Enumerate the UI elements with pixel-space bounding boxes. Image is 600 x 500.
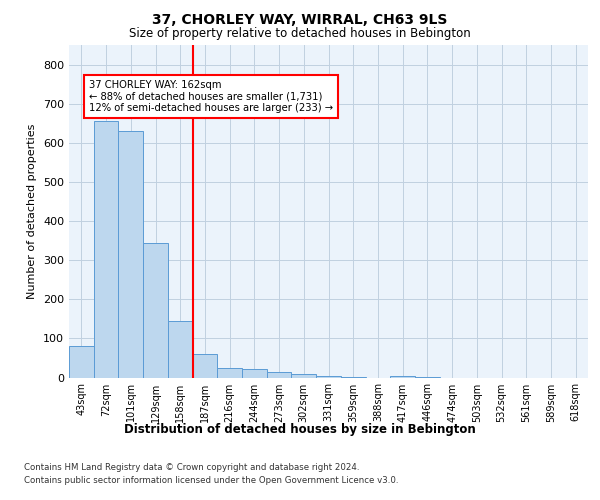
Text: 37, CHORLEY WAY, WIRRAL, CH63 9LS: 37, CHORLEY WAY, WIRRAL, CH63 9LS: [152, 12, 448, 26]
Bar: [267, 372, 292, 378]
Bar: [143, 242, 168, 378]
Bar: [168, 321, 193, 378]
Text: Distribution of detached houses by size in Bebington: Distribution of detached houses by size …: [124, 422, 476, 436]
Bar: [292, 374, 316, 378]
Bar: [316, 376, 341, 378]
Bar: [118, 131, 143, 378]
Bar: [69, 346, 94, 378]
Text: Size of property relative to detached houses in Bebington: Size of property relative to detached ho…: [129, 28, 471, 40]
Bar: [390, 376, 415, 378]
Bar: [242, 369, 267, 378]
Text: Contains public sector information licensed under the Open Government Licence v3: Contains public sector information licen…: [24, 476, 398, 485]
Bar: [193, 354, 217, 378]
Bar: [217, 368, 242, 378]
Bar: [94, 122, 118, 378]
Text: Contains HM Land Registry data © Crown copyright and database right 2024.: Contains HM Land Registry data © Crown c…: [24, 462, 359, 471]
Y-axis label: Number of detached properties: Number of detached properties: [28, 124, 37, 299]
Text: 37 CHORLEY WAY: 162sqm
← 88% of detached houses are smaller (1,731)
12% of semi-: 37 CHORLEY WAY: 162sqm ← 88% of detached…: [89, 80, 333, 114]
